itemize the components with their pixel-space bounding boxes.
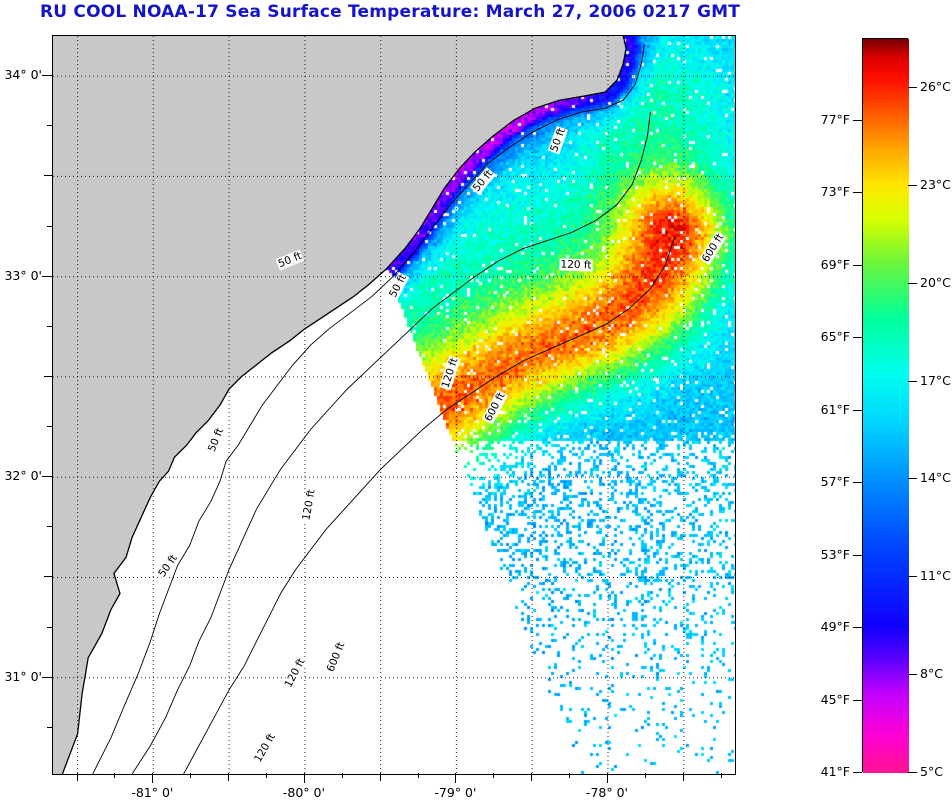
colorbar-tick-c [908, 478, 917, 479]
lon-tick [114, 773, 115, 778]
colorbar-tick-f [853, 265, 862, 266]
colorbar-label-fahrenheit: 77°F [820, 111, 850, 127]
colorbar-tick-f [853, 482, 862, 483]
colorbar-tick-f [853, 410, 862, 411]
colorbar-label-fahrenheit: 41°F [820, 764, 850, 779]
lon-tick [455, 773, 456, 783]
sst-raster-canvas [53, 36, 735, 774]
colorbar-tick-c [908, 381, 917, 382]
lat-axis-label: 33° 0' [4, 267, 42, 283]
colorbar-tick-f [853, 120, 862, 121]
lon-tick [418, 773, 419, 778]
map-clip: 50 ft 50 ft 50 ft 50 ft 50 ft 50 ft 120 ft 120 … [53, 36, 735, 774]
colorbar-tick-f [853, 772, 862, 773]
colorbar-tick-c [908, 772, 917, 773]
colorbar-tick-c [908, 87, 917, 88]
colorbar-tick-c [908, 185, 917, 186]
colorbar-label-celsius: 26°C [920, 78, 951, 94]
colorbar-label-celsius: 8°C [920, 666, 943, 682]
lon-axis-label: -81° 0' [131, 785, 174, 800]
lat-axis-label: 34° 0' [4, 67, 42, 83]
colorbar-tick-c [908, 283, 917, 284]
colorbar-label-fahrenheit: 61°F [820, 401, 850, 417]
lat-axis-label: 32° 0' [4, 468, 42, 484]
colorbar-label-celsius: 17°C [920, 372, 951, 388]
lon-tick [266, 773, 267, 778]
colorbar-tick-f [853, 627, 862, 628]
colorbar-tick-f [853, 337, 862, 338]
lon-tick [569, 773, 570, 778]
colorbar-label-celsius: 5°C [920, 764, 943, 779]
lon-tick [228, 773, 229, 781]
lon-axis-label: -79° 0' [434, 785, 477, 800]
colorbar-tick-f [853, 700, 862, 701]
lon-tick [152, 773, 153, 783]
lon-tick [683, 773, 684, 781]
colorbar-label-celsius: 14°C [920, 470, 951, 486]
lat-tick [42, 276, 52, 277]
temperature-colorbar[interactable] [862, 38, 909, 773]
lat-tick [47, 627, 52, 628]
colorbar-label-celsius: 23°C [920, 176, 951, 192]
lat-tick [42, 75, 52, 76]
isobath-600ft [183, 236, 676, 774]
colorbar-tick-f [853, 192, 862, 193]
lat-axis-label: 31° 0' [4, 668, 42, 684]
lat-tick [47, 426, 52, 427]
colorbar-tick-c [908, 576, 917, 577]
colorbar-label-celsius: 20°C [920, 274, 951, 290]
colorbar-label-fahrenheit: 49°F [820, 619, 850, 634]
lon-tick [77, 773, 78, 781]
lat-tick [47, 526, 52, 527]
lat-tick [44, 175, 52, 176]
sst-map-panel[interactable]: 50 ft 50 ft 50 ft 50 ft 50 ft 50 ft 120 ft 120 … [52, 35, 736, 775]
lat-tick [42, 476, 52, 477]
colorbar-tick-f [853, 555, 862, 556]
coastline-and-bathymetry-overlay [53, 36, 735, 774]
lon-tick [380, 773, 381, 781]
colorbar-tick-c [908, 674, 917, 675]
page-title: RU COOL NOAA-17 Sea Surface Temperature:… [39, 2, 741, 22]
lon-tick [721, 773, 722, 778]
lon-tick [190, 773, 191, 778]
isobath-50ft [92, 43, 645, 774]
colorbar-label-fahrenheit: 53°F [820, 546, 850, 562]
lon-axis-label: -78° 0' [585, 785, 628, 800]
lat-tick [47, 226, 52, 227]
lat-tick [47, 326, 52, 327]
colorbar-gradient [863, 39, 909, 773]
colorbar-label-fahrenheit: 45°F [820, 691, 850, 707]
lat-tick [44, 376, 52, 377]
lon-axis-label: -80° 0' [282, 785, 325, 800]
lon-tick [493, 773, 494, 778]
lon-tick [342, 773, 343, 778]
lon-tick [304, 773, 305, 783]
lon-tick [645, 773, 646, 778]
lat-tick [44, 576, 52, 577]
coastline [61, 36, 627, 774]
lat-tick [42, 677, 52, 678]
lat-tick [47, 727, 52, 728]
colorbar-label-fahrenheit: 73°F [820, 184, 850, 200]
lon-tick [607, 773, 608, 783]
lat-tick [47, 125, 52, 126]
colorbar-label-fahrenheit: 65°F [820, 329, 850, 345]
isobath-120ft [131, 112, 651, 774]
lon-tick [531, 773, 532, 781]
colorbar-label-fahrenheit: 69°F [820, 256, 850, 272]
colorbar-label-celsius: 11°C [920, 568, 951, 584]
colorbar-label-fahrenheit: 57°F [820, 474, 850, 490]
